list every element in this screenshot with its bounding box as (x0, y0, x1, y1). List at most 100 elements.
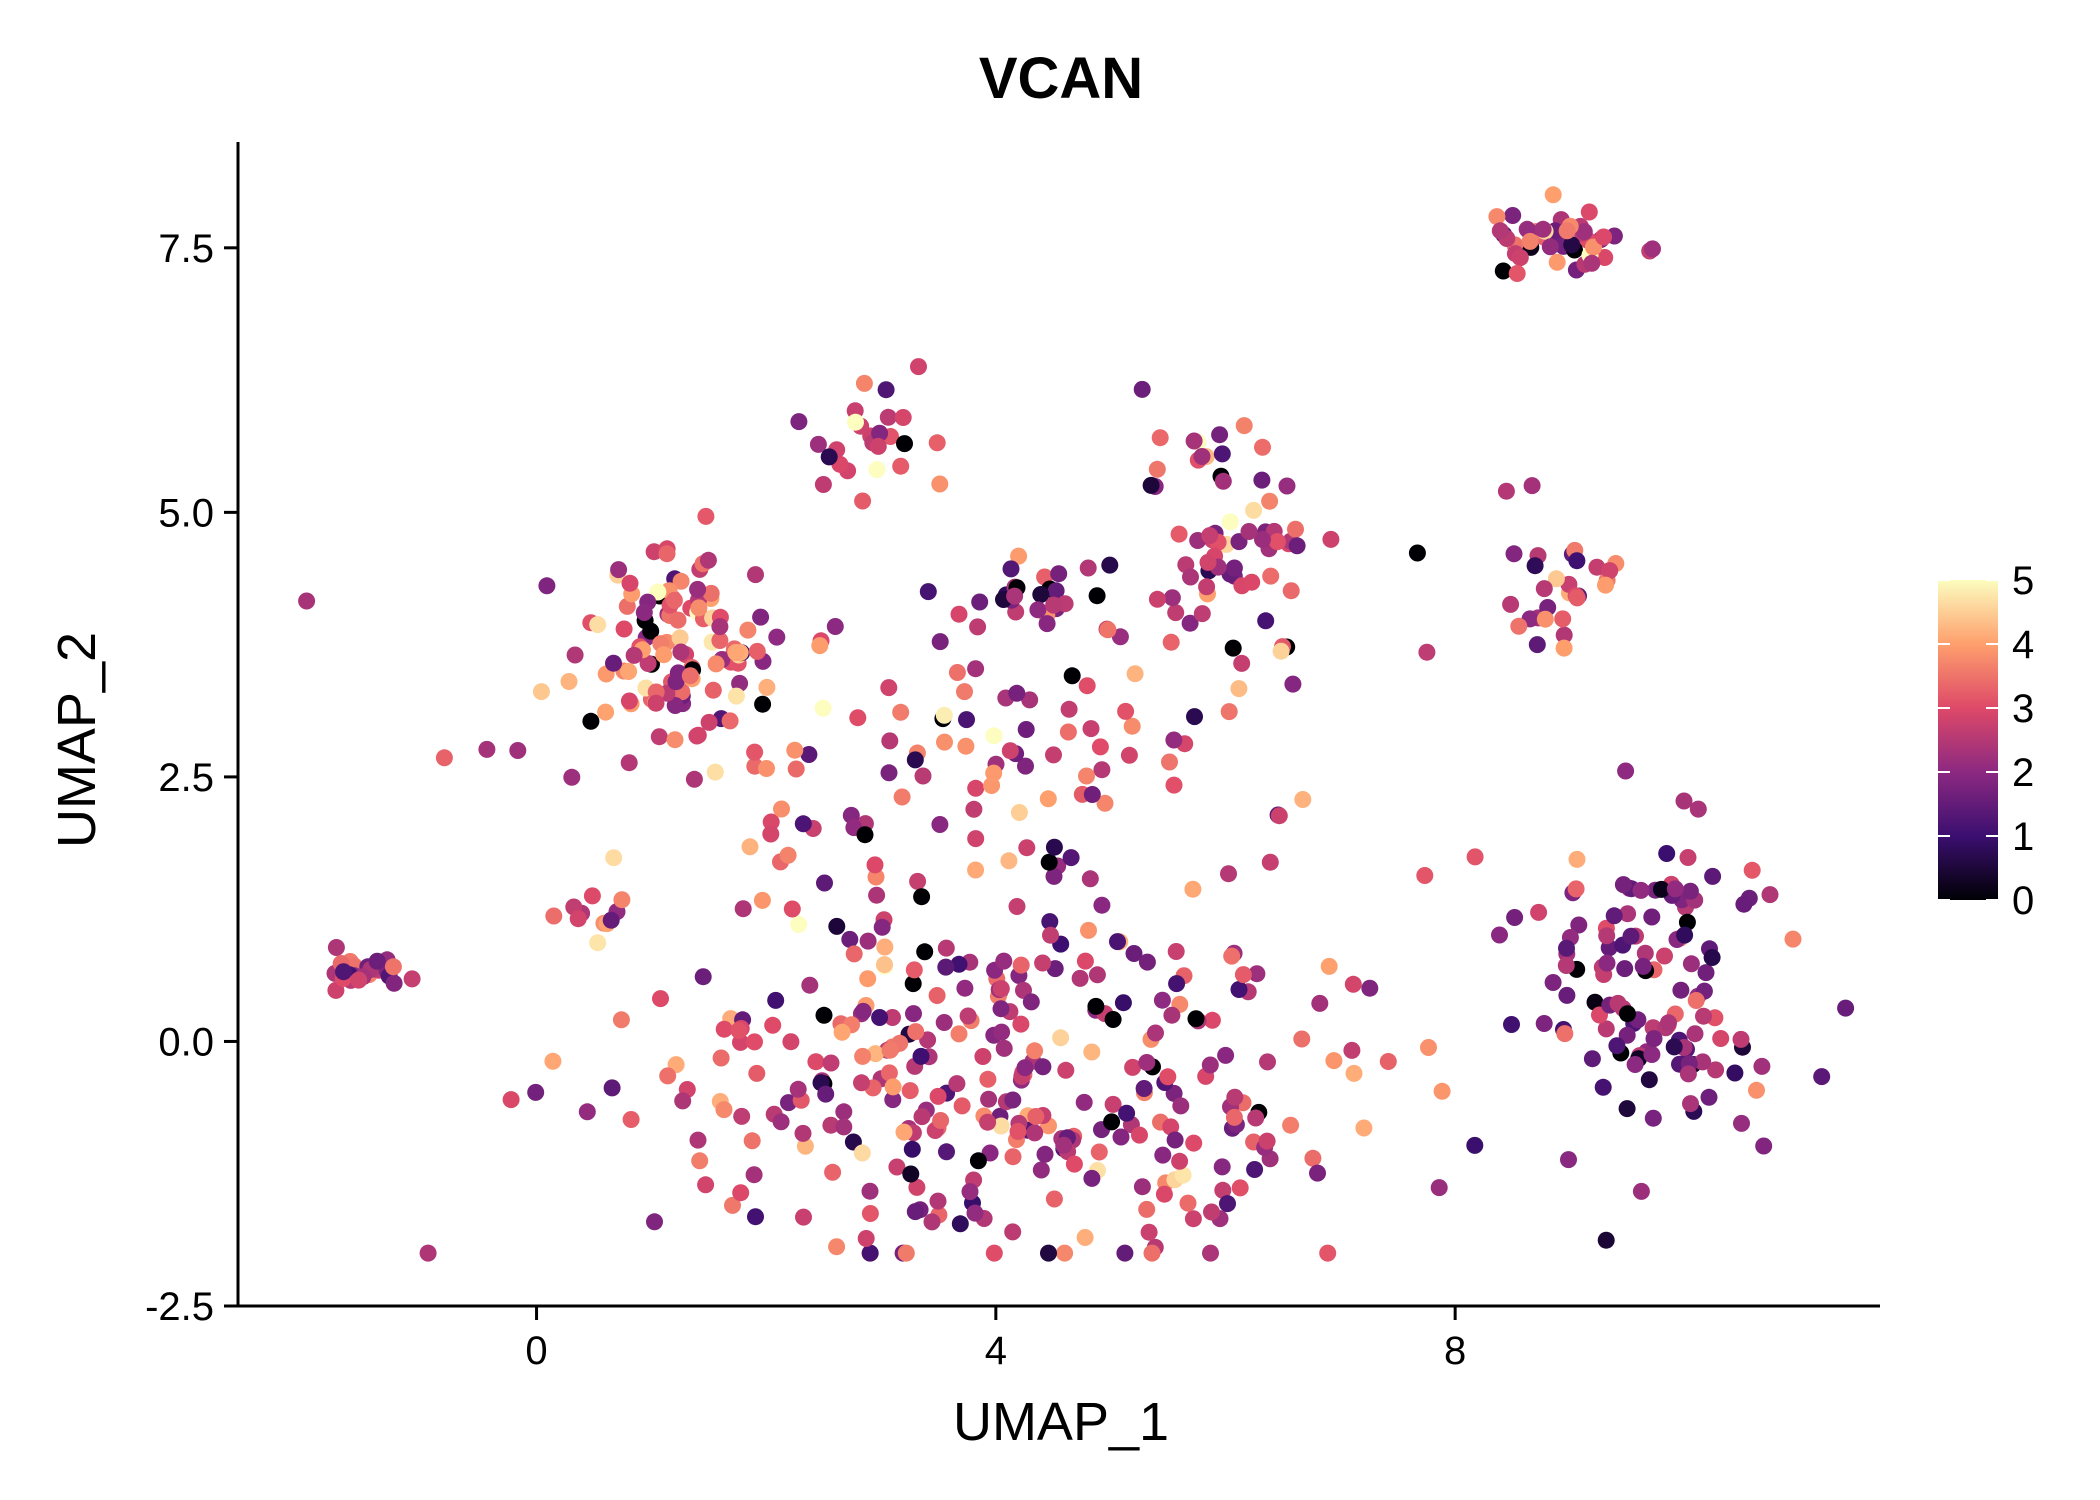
data-point (748, 642, 766, 660)
data-point (892, 703, 910, 721)
data-point (1185, 1134, 1203, 1152)
data-point (1185, 432, 1203, 450)
data-point (1586, 993, 1604, 1011)
data-point (1217, 1046, 1235, 1064)
data-point (1547, 570, 1565, 588)
data-point (1075, 1093, 1093, 1111)
data-point (1078, 767, 1095, 785)
data-point (1104, 1011, 1122, 1028)
data-point (745, 1166, 763, 1184)
data-point (689, 1131, 707, 1149)
data-point (1091, 738, 1109, 756)
data-point (1034, 1058, 1052, 1076)
data-point (1133, 380, 1151, 398)
y-tick-label: 2.5 (158, 756, 214, 800)
data-point (1045, 596, 1063, 614)
data-point (1201, 1056, 1219, 1074)
data-point (1076, 1229, 1094, 1246)
data-point (697, 507, 715, 525)
y-tick-label: 7.5 (158, 227, 214, 271)
data-point (1753, 1057, 1771, 1075)
data-point (1679, 1065, 1697, 1083)
data-point (1179, 1194, 1197, 1212)
data-point (816, 874, 833, 892)
data-point (610, 561, 628, 579)
data-point (603, 1079, 621, 1097)
data-point (1163, 1006, 1181, 1024)
data-point (1689, 800, 1707, 818)
data-point (1257, 612, 1275, 630)
data-point (912, 1047, 930, 1065)
data-point (384, 958, 402, 976)
data-point (1272, 642, 1290, 660)
data-point (935, 1014, 953, 1031)
x-tick-label: 0 (525, 1329, 547, 1373)
data-point (856, 826, 874, 844)
data-point (967, 861, 985, 879)
data-point (1510, 617, 1528, 635)
data-point (1597, 1020, 1615, 1038)
data-point (1530, 903, 1548, 921)
data-point (1682, 1095, 1699, 1113)
data-point (1575, 223, 1593, 241)
data-point (1042, 926, 1059, 944)
data-point (1262, 567, 1280, 585)
data-point (335, 963, 352, 981)
data-point (1088, 966, 1106, 984)
data-point (655, 646, 673, 664)
data-point (1466, 1136, 1484, 1154)
data-point (854, 1002, 872, 1020)
data-point (1224, 639, 1242, 657)
data-point (1193, 605, 1211, 623)
data-point (1643, 908, 1661, 926)
data-point (1672, 981, 1690, 999)
data-point (582, 712, 600, 730)
data-point (752, 608, 770, 626)
data-point (936, 733, 953, 751)
data-point (961, 1183, 979, 1201)
data-point (711, 618, 729, 636)
data-point (1186, 708, 1203, 726)
data-point (1004, 1223, 1022, 1241)
data-point (937, 939, 955, 957)
data-point (1045, 1190, 1063, 1208)
data-point (1658, 845, 1676, 862)
data-point (1247, 1109, 1265, 1127)
data-point (1230, 680, 1248, 698)
data-point (1311, 994, 1329, 1012)
data-point (1665, 1038, 1683, 1056)
data-point (694, 968, 712, 986)
data-point (1755, 1137, 1773, 1155)
data-point (1006, 587, 1024, 605)
data-point (880, 679, 898, 697)
data-point (509, 742, 527, 759)
data-point (881, 1041, 899, 1059)
data-point (1678, 913, 1696, 931)
data-point (1245, 501, 1263, 519)
data-point (1555, 626, 1573, 644)
data-point (1284, 675, 1302, 693)
data-point (1521, 232, 1539, 250)
data-point (1596, 249, 1614, 266)
data-point (1231, 1179, 1249, 1197)
data-point (884, 1009, 901, 1026)
data-point (1636, 944, 1654, 962)
x-tick-label: 8 (1444, 1329, 1466, 1373)
data-point (1213, 1158, 1231, 1176)
data-point (993, 1023, 1011, 1041)
data-point (847, 413, 864, 431)
data-point (868, 461, 886, 479)
data-point (1172, 1097, 1190, 1115)
data-point (853, 1074, 870, 1092)
data-point (1703, 949, 1721, 966)
data-point (1112, 1128, 1130, 1146)
data-point (1034, 954, 1052, 972)
data-point (1000, 852, 1018, 870)
data-point (1253, 471, 1271, 489)
data-point (1165, 776, 1183, 794)
data-point (903, 1140, 921, 1158)
data-point (876, 938, 894, 956)
data-point (1246, 1161, 1264, 1178)
data-point (385, 974, 403, 992)
x-tick-label: 4 (985, 1329, 1007, 1373)
